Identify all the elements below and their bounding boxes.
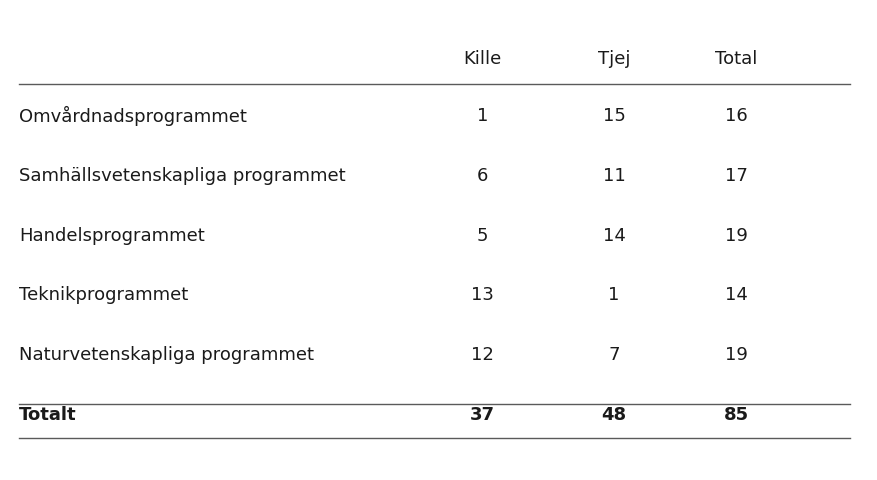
Text: Naturvetenskapliga programmet: Naturvetenskapliga programmet: [19, 346, 314, 363]
Text: 1: 1: [608, 286, 619, 304]
Text: 48: 48: [601, 405, 626, 423]
Text: 14: 14: [724, 286, 747, 304]
Text: 11: 11: [602, 167, 624, 184]
Text: 85: 85: [724, 405, 748, 423]
Text: 15: 15: [602, 107, 624, 125]
Text: 1: 1: [476, 107, 488, 125]
Text: 17: 17: [724, 167, 747, 184]
Text: Totalt: Totalt: [19, 405, 76, 423]
Text: 16: 16: [724, 107, 747, 125]
Text: Total: Total: [715, 49, 757, 68]
Text: Samhällsvetenskapliga programmet: Samhällsvetenskapliga programmet: [19, 167, 346, 184]
Text: 7: 7: [608, 346, 619, 363]
Text: 13: 13: [471, 286, 494, 304]
Text: 6: 6: [476, 167, 488, 184]
Text: 19: 19: [724, 226, 747, 244]
Text: 5: 5: [476, 226, 488, 244]
Text: 14: 14: [602, 226, 624, 244]
Text: Handelsprogrammet: Handelsprogrammet: [19, 226, 204, 244]
Text: 37: 37: [470, 405, 495, 423]
Text: Kille: Kille: [463, 49, 502, 68]
Text: Omvårdnadsprogrammet: Omvårdnadsprogrammet: [19, 106, 246, 126]
Text: 12: 12: [471, 346, 494, 363]
Text: 19: 19: [724, 346, 747, 363]
Text: Teknikprogrammet: Teknikprogrammet: [19, 286, 188, 304]
Text: Tjej: Tjej: [597, 49, 630, 68]
